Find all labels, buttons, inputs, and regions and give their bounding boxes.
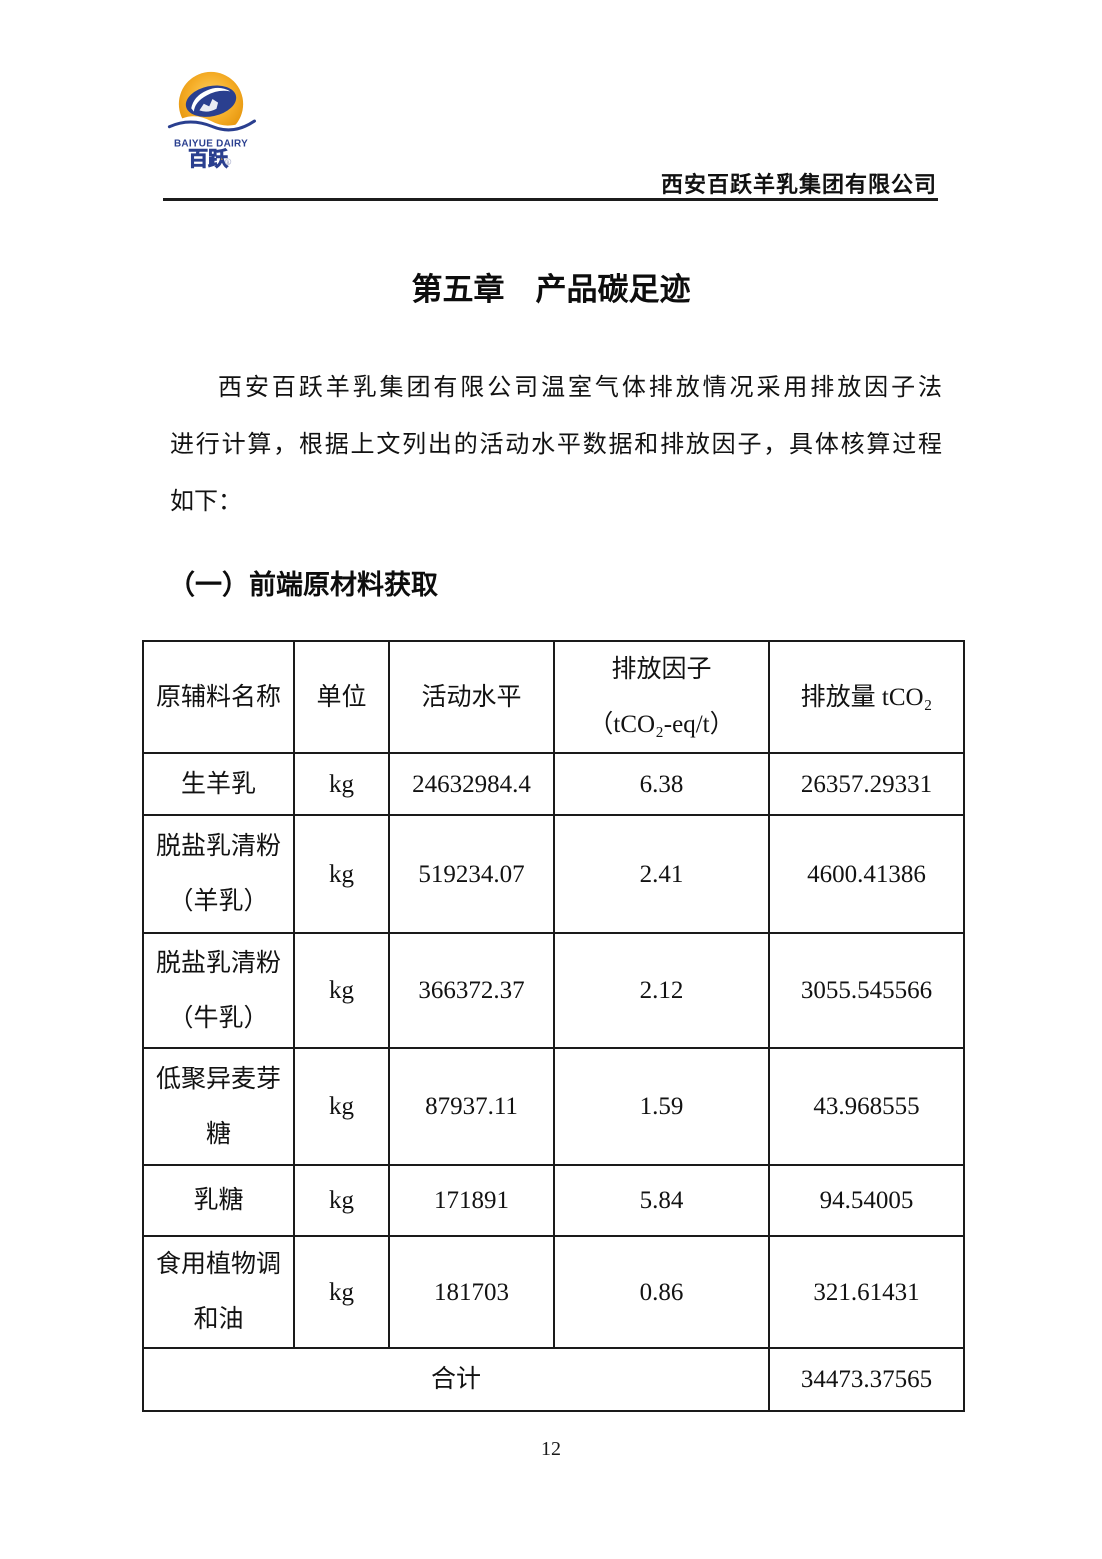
chapter-title: 第五章 产品碳足迹 — [411, 272, 691, 307]
unit-cell: kg — [293, 752, 390, 816]
table-total-row: 合计 34473.37565 — [142, 1347, 965, 1412]
emission-amount-cell: 26357.29331 — [768, 752, 965, 816]
emission-factor-cell: 6.38 — [553, 752, 770, 816]
material-name-cell: 低聚异麦芽 糖 — [142, 1047, 295, 1166]
emission-amount-cell: 321.61431 — [768, 1235, 965, 1349]
baiyue-dairy-logo-graphic: BAIYUE DAIRY 百跃 R — [167, 71, 257, 171]
table-header-row: 原辅料名称 单位 活动水平 排放因子 （tCO₂-eq/t） 排放量 tCO₂ — [142, 640, 965, 754]
table-row: 乳糖 kg 171891 5.84 94.54005 — [142, 1164, 965, 1237]
logo-brand-en-text: BAIYUE DAIRY — [174, 139, 248, 150]
materials-table-body: 生羊乳 kg 24632984.4 6.38 26357.29331 脱盐乳清粉 （羊乳）… — [142, 752, 965, 1349]
material-name-cell: 生羊乳 — [142, 752, 295, 816]
unit-cell: kg — [293, 932, 390, 1049]
unit-cell: kg — [293, 814, 390, 934]
emission-amount-cell: 3055.545566 — [768, 932, 965, 1049]
unit-cell: kg — [293, 1047, 390, 1166]
col-header-emission-factor: 排放因子 （tCO₂-eq/t） — [553, 640, 770, 754]
emission-factor-cell: 0.86 — [553, 1235, 770, 1349]
activity-level-cell: 87937.11 — [388, 1047, 555, 1166]
col-header-emission-amount: 排放量 tCO₂ — [768, 640, 965, 754]
paragraph-line: 西安百跃羊乳集团有限公司温室气体排放情况采用排放因子法 — [218, 375, 942, 401]
svg-text:R: R — [226, 161, 230, 166]
activity-level-cell: 24632984.4 — [388, 752, 555, 816]
emission-factor-cell: 2.41 — [553, 814, 770, 934]
col-header-unit: 单位 — [293, 640, 390, 754]
section-heading: （一）前端原材料获取 — [168, 570, 438, 600]
total-label: 合计 — [142, 1347, 770, 1412]
activity-level-cell: 366372.37 — [388, 932, 555, 1049]
material-name-cell: 食用植物调 和油 — [142, 1235, 295, 1349]
page-number: 12 — [541, 1438, 561, 1460]
materials-emissions-table: 原辅料名称 单位 活动水平 排放因子 （tCO₂-eq/t） 排放量 tCO₂ … — [142, 640, 965, 1412]
emission-factor-cell: 5.84 — [553, 1164, 770, 1237]
company-logo: BAIYUE DAIRY 百跃 R — [163, 70, 259, 174]
activity-level-cell: 181703 — [388, 1235, 555, 1349]
total-value: 34473.37565 — [768, 1347, 965, 1412]
material-name-cell: 乳糖 — [142, 1164, 295, 1237]
header-rule — [163, 198, 938, 201]
table-row: 脱盐乳清粉 （羊乳） kg 519234.07 2.41 4600.41386 — [142, 814, 965, 934]
table-row: 生羊乳 kg 24632984.4 6.38 26357.29331 — [142, 752, 965, 816]
intro-paragraph: 西安百跃羊乳集团有限公司温室气体排放情况采用排放因子法 进行计算，根据上文列出的… — [170, 360, 942, 531]
col-header-material-name: 原辅料名称 — [142, 640, 295, 754]
emission-amount-cell: 4600.41386 — [768, 814, 965, 934]
emission-factor-cell: 2.12 — [553, 932, 770, 1049]
emission-amount-cell: 94.54005 — [768, 1164, 965, 1237]
logo-brand-cn-text: 百跃 — [188, 147, 228, 170]
unit-cell: kg — [293, 1235, 390, 1349]
activity-level-cell: 519234.07 — [388, 814, 555, 934]
material-name-cell: 脱盐乳清粉 （羊乳） — [142, 814, 295, 934]
header-company-name: 西安百跃羊乳集团有限公司 — [660, 172, 937, 197]
material-name-cell: 脱盐乳清粉 （牛乳） — [142, 932, 295, 1049]
col-header-activity-level: 活动水平 — [388, 640, 555, 754]
table-row: 脱盐乳清粉 （牛乳） kg 366372.37 2.12 3055.545566 — [142, 932, 965, 1049]
paragraph-line: 如下： — [170, 489, 242, 515]
activity-level-cell: 171891 — [388, 1164, 555, 1237]
emission-factor-cell: 1.59 — [553, 1047, 770, 1166]
unit-cell: kg — [293, 1164, 390, 1237]
emission-amount-cell: 43.968555 — [768, 1047, 965, 1166]
table-row: 低聚异麦芽 糖 kg 87937.11 1.59 43.968555 — [142, 1047, 965, 1166]
paragraph-line: 进行计算，根据上文列出的活动水平数据和排放因子，具体核算过程 — [170, 432, 942, 458]
table-row: 食用植物调 和油 kg 181703 0.86 321.61431 — [142, 1235, 965, 1349]
